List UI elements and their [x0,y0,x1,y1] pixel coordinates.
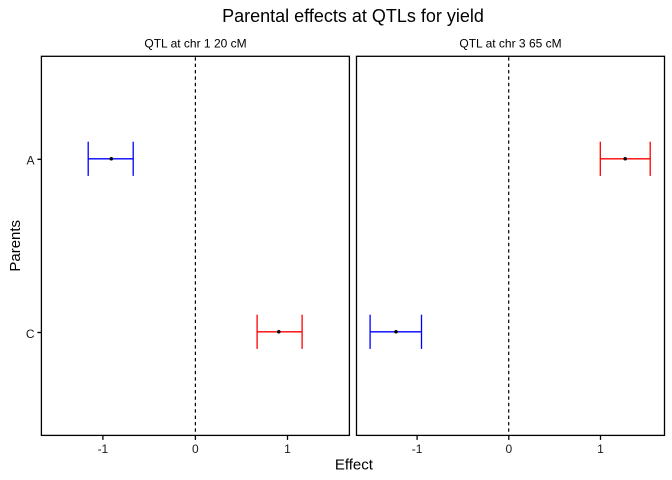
svg-text:QTL at chr 3 65 cM: QTL at chr 3 65 cM [459,37,561,51]
svg-text:QTL at chr 1 20 cM: QTL at chr 1 20 cM [144,37,246,51]
svg-text:-1: -1 [412,442,423,456]
svg-text:A: A [26,154,34,168]
svg-text:1: 1 [284,442,291,456]
svg-text:Parental effects at QTLs for y: Parental effects at QTLs for yield [222,6,484,26]
svg-text:Parents: Parents [7,220,24,272]
svg-text:C: C [26,327,35,341]
svg-text:0: 0 [505,442,512,456]
svg-text:1: 1 [597,442,604,456]
svg-text:Effect: Effect [335,457,374,474]
svg-text:-1: -1 [98,442,109,456]
svg-text:0: 0 [192,442,199,456]
